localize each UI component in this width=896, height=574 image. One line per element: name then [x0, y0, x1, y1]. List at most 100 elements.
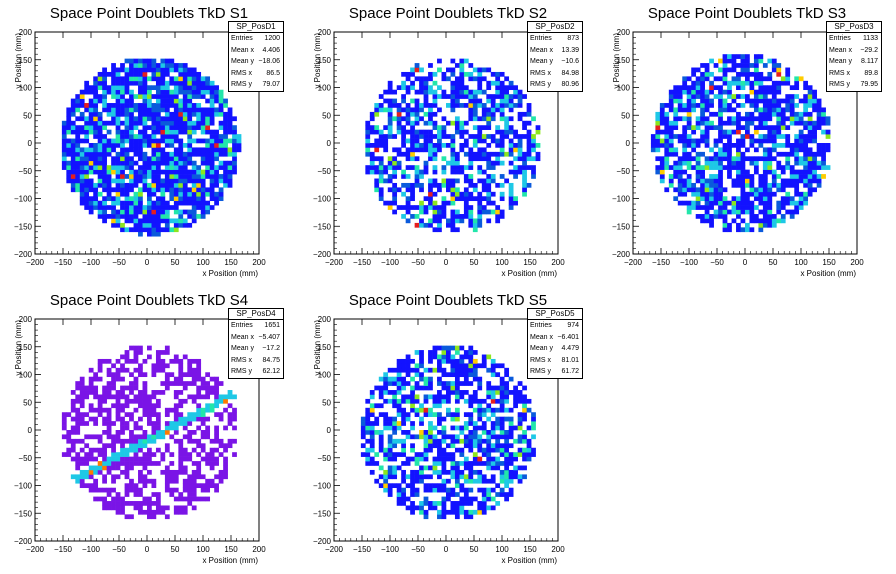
histogram-bin	[432, 191, 438, 197]
histogram-bin	[169, 89, 175, 95]
histogram-bin	[79, 147, 85, 153]
histogram-bin	[718, 209, 723, 215]
histogram-bin	[97, 138, 103, 144]
histogram-bin	[405, 71, 411, 77]
histogram-bin	[673, 94, 679, 99]
histogram-bin	[387, 469, 393, 475]
histogram-bin	[200, 474, 206, 480]
histogram-bin	[437, 403, 442, 409]
histogram-bin	[164, 187, 170, 193]
histogram-bin	[463, 443, 469, 449]
histogram-bin	[169, 94, 175, 99]
histogram-bin	[93, 496, 99, 502]
histogram-bin	[472, 443, 478, 449]
histogram-bin	[454, 492, 460, 497]
histogram-bin	[767, 169, 773, 175]
x-tick-label: 150	[523, 545, 537, 554]
histogram-bin	[124, 160, 130, 166]
histogram-bin	[668, 174, 674, 179]
histogram-bin	[133, 505, 139, 511]
histogram-bin	[392, 196, 398, 202]
histogram-bin	[214, 425, 219, 431]
histogram-bin	[673, 111, 679, 117]
y-tick-label: 100	[19, 371, 33, 380]
histogram-bin	[191, 76, 197, 82]
histogram-bin	[508, 390, 514, 395]
histogram-bin	[111, 456, 116, 462]
histogram-bin	[138, 89, 143, 95]
histogram-bin	[495, 390, 501, 395]
histogram-bin	[142, 103, 148, 108]
histogram-bin	[807, 147, 813, 153]
histogram-bin	[111, 85, 116, 91]
histogram-bin	[526, 443, 532, 449]
histogram-bin	[414, 178, 420, 184]
histogram-bin	[807, 85, 813, 91]
histogram-bin	[419, 385, 424, 391]
x-tick-label: 50	[171, 545, 180, 554]
histogram-bin	[803, 182, 809, 188]
histogram-bin	[164, 469, 170, 475]
histogram-bin	[437, 147, 442, 153]
histogram-bin	[771, 174, 777, 179]
histogram-bin	[700, 63, 705, 68]
histogram-bin	[798, 160, 804, 166]
histogram-bin	[718, 98, 723, 104]
histogram-bin	[147, 160, 152, 166]
histogram-bin	[182, 222, 188, 228]
histogram-bin	[727, 129, 732, 135]
histogram-bin	[745, 147, 750, 153]
histogram-bin	[771, 98, 777, 104]
histogram-bin	[758, 54, 764, 59]
histogram-bin	[727, 143, 732, 148]
histogram-bin	[392, 443, 398, 449]
histogram-bin	[499, 85, 505, 91]
histogram-bin	[767, 58, 773, 64]
histogram-bin	[522, 169, 527, 175]
histogram-bin	[437, 416, 442, 422]
histogram-bin	[526, 438, 532, 444]
histogram-bin	[115, 116, 121, 122]
histogram-bin	[446, 385, 451, 391]
histogram-bin	[468, 196, 474, 202]
histogram-bin	[111, 200, 116, 206]
histogram-bin	[517, 465, 523, 471]
histogram-bin	[160, 469, 166, 475]
histogram-bin	[191, 205, 197, 210]
histogram-bin	[459, 372, 465, 378]
histogram-bin	[200, 178, 206, 184]
histogram-bin	[740, 116, 746, 122]
histogram-bin	[138, 438, 143, 444]
histogram-bin	[178, 218, 184, 224]
histogram-bin	[495, 103, 501, 108]
histogram-bin	[740, 63, 746, 68]
histogram-bin	[383, 474, 389, 480]
histogram-bin	[187, 76, 193, 82]
histogram-bin	[745, 80, 750, 86]
histogram-bin	[191, 200, 197, 206]
histogram-bin	[686, 107, 692, 113]
histogram-bin	[182, 151, 188, 157]
histogram-bin	[740, 156, 746, 162]
histogram-bin	[129, 103, 134, 108]
stats-row: Mean x 4.406	[229, 45, 283, 57]
histogram-bin	[387, 160, 393, 166]
histogram-bin	[111, 111, 116, 117]
histogram-bin	[164, 80, 170, 86]
histogram-bin	[164, 407, 170, 413]
histogram-bin	[450, 67, 456, 73]
histogram-bin	[504, 465, 510, 471]
histogram-bin	[486, 478, 492, 484]
histogram-bin	[700, 196, 705, 202]
histogram-bin	[753, 71, 759, 77]
x-tick-label: −50	[112, 545, 126, 554]
histogram-bin	[396, 111, 402, 117]
histogram-bin	[762, 138, 768, 144]
histogram-bin	[803, 138, 809, 144]
stats-key: RMS x	[231, 356, 252, 364]
histogram-bin	[655, 138, 661, 144]
histogram-bin	[414, 412, 420, 417]
histogram-bin	[84, 434, 90, 440]
histogram-bin	[423, 487, 429, 493]
histogram-bin	[499, 143, 505, 148]
